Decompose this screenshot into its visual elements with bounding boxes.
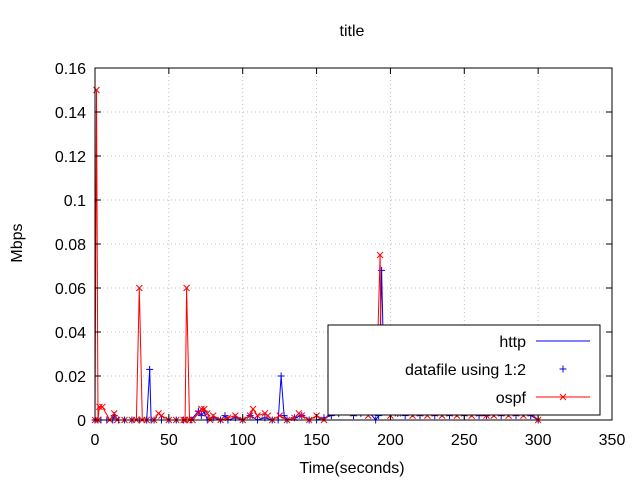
data-point bbox=[261, 410, 269, 417]
data-point-b bbox=[249, 405, 257, 413]
data-point bbox=[221, 412, 229, 420]
legend-entry-label: datafile using 1:2 bbox=[405, 362, 526, 379]
x-tick-label: 300 bbox=[525, 432, 552, 449]
data-point bbox=[277, 372, 285, 380]
data-point-b bbox=[209, 412, 217, 419]
legend-entry-label: ospf bbox=[496, 390, 527, 407]
data-point-b bbox=[203, 410, 211, 417]
x-tick-label: 50 bbox=[160, 432, 178, 449]
y-tick-label: 0.08 bbox=[55, 237, 86, 254]
data-point-b bbox=[135, 284, 143, 292]
data-point-b bbox=[93, 86, 100, 94]
data-point bbox=[183, 284, 190, 292]
y-axis-label: Mbps bbox=[9, 223, 26, 262]
x-tick-label: 0 bbox=[91, 432, 100, 449]
data-point bbox=[276, 412, 283, 419]
data-point-b bbox=[231, 412, 239, 419]
data-point-b bbox=[195, 410, 202, 417]
data-point-b bbox=[155, 410, 162, 417]
data-point bbox=[298, 412, 306, 419]
x-tick-label: 250 bbox=[451, 432, 478, 449]
data-point bbox=[155, 410, 162, 417]
axis-ticks: 0 50 100 150 200 250 300 350 0 0.02 0.04 0.06 0.08 0.… bbox=[55, 61, 626, 449]
data-point-b bbox=[261, 410, 269, 417]
data-point bbox=[195, 410, 202, 417]
data-point-b bbox=[158, 412, 165, 419]
data-point-b bbox=[110, 410, 118, 417]
x-tick-label: 200 bbox=[377, 432, 404, 449]
y-tick-label: 0.16 bbox=[55, 61, 86, 78]
data-point-b bbox=[183, 284, 190, 292]
data-point bbox=[146, 365, 154, 373]
x-tick-label: 100 bbox=[229, 432, 256, 449]
data-point bbox=[203, 410, 211, 417]
data-point-b bbox=[264, 412, 272, 419]
legend-swatch-marker bbox=[559, 365, 567, 373]
data-point-b bbox=[198, 405, 205, 413]
data-point bbox=[376, 251, 384, 259]
y-tick-label: 0.1 bbox=[64, 193, 86, 210]
data-point bbox=[249, 405, 257, 413]
y-tick-label: 0.14 bbox=[55, 105, 86, 122]
data-point-b bbox=[246, 412, 254, 419]
y-tick-label: 0 bbox=[77, 413, 86, 430]
data-point-b bbox=[254, 412, 261, 419]
legend-swatch-marker-b bbox=[559, 393, 567, 401]
y-tick-label: 0.06 bbox=[55, 281, 86, 298]
data-point-b bbox=[376, 251, 384, 259]
legend-box bbox=[327, 324, 601, 416]
data-point bbox=[231, 412, 239, 419]
data-point bbox=[295, 410, 303, 417]
data-point bbox=[93, 86, 100, 94]
data-point-b bbox=[99, 403, 106, 411]
data-point bbox=[198, 405, 205, 413]
chart-title: title bbox=[340, 23, 365, 40]
data-point bbox=[158, 412, 165, 419]
y-tick-label: 0.02 bbox=[55, 369, 86, 386]
data-point bbox=[135, 284, 143, 292]
y-tick-label: 0.04 bbox=[55, 325, 86, 342]
y-tick-label: 0.12 bbox=[55, 149, 86, 166]
data-point-b bbox=[298, 412, 306, 419]
legend-entry-label: http bbox=[499, 334, 526, 351]
grid bbox=[95, 68, 612, 420]
data-point bbox=[246, 412, 254, 419]
data-point-b bbox=[276, 412, 283, 419]
data-point-b bbox=[96, 403, 103, 411]
legend: http datafile using 1:2 ospf bbox=[327, 324, 601, 416]
data-point-b bbox=[295, 410, 303, 417]
legend-swatch-marker bbox=[559, 393, 567, 401]
x-tick-label: 150 bbox=[303, 432, 330, 449]
data-point-b bbox=[200, 405, 208, 413]
data-point bbox=[96, 403, 103, 411]
data-point bbox=[209, 412, 217, 419]
x-axis-label: Time(seconds) bbox=[299, 460, 404, 477]
data-point bbox=[200, 405, 208, 413]
data-point bbox=[254, 412, 261, 419]
x-tick-label: 350 bbox=[599, 432, 626, 449]
data-point bbox=[197, 412, 205, 420]
data-point bbox=[99, 403, 106, 411]
data-point bbox=[110, 410, 118, 417]
